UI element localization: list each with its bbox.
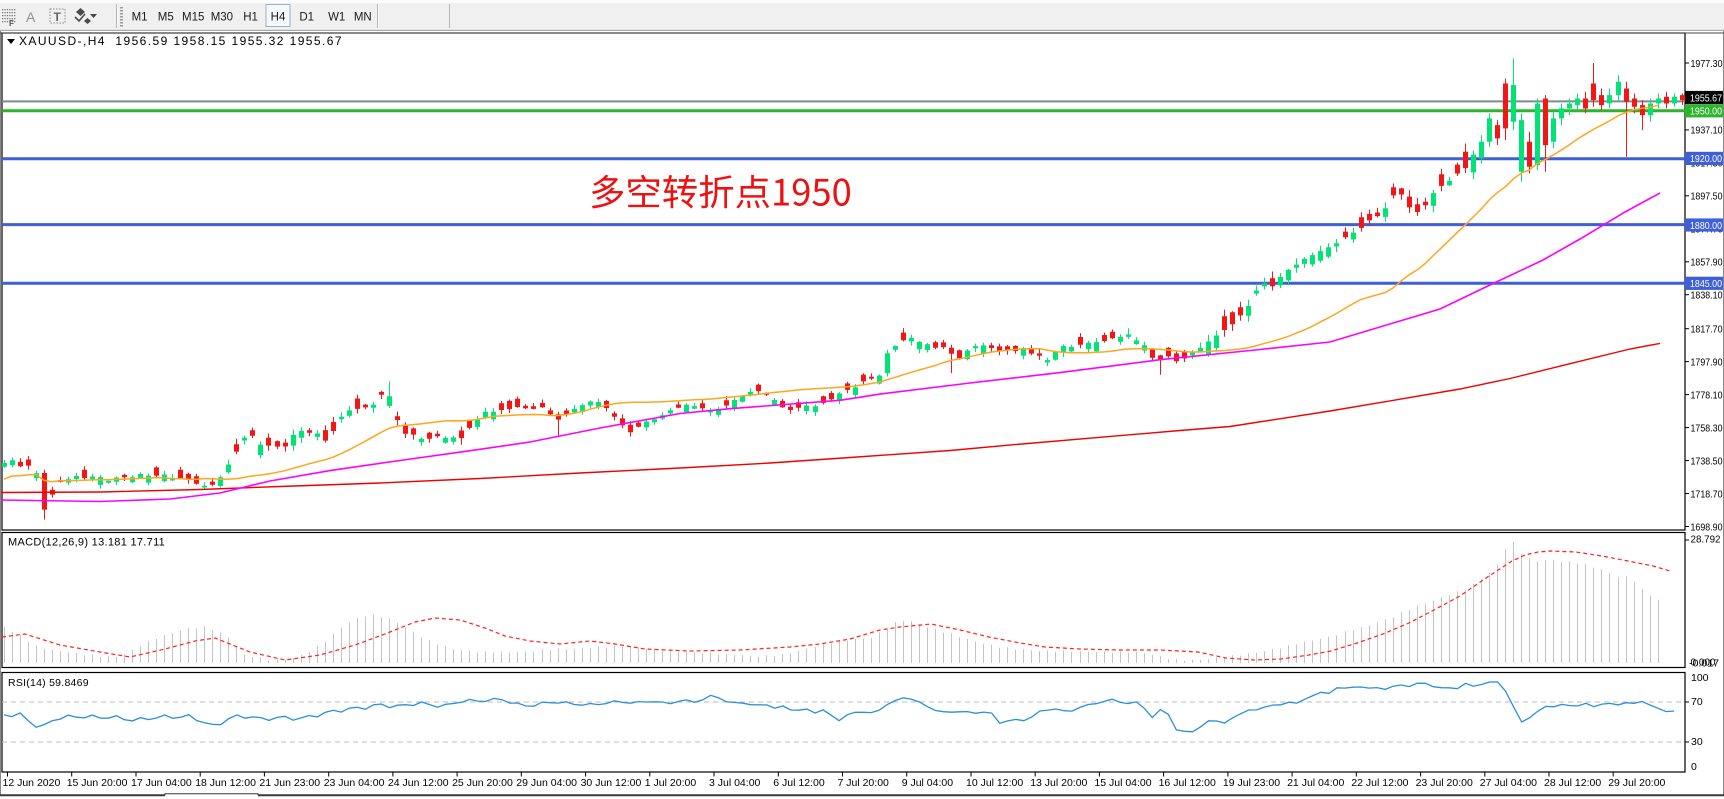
svg-text:1778.10: 1778.10 bbox=[1691, 389, 1723, 401]
svg-text:7 Jul 20:00: 7 Jul 20:00 bbox=[838, 777, 890, 789]
svg-text:1838.10: 1838.10 bbox=[1691, 290, 1723, 302]
svg-text:M5: M5 bbox=[158, 12, 174, 24]
svg-text:9 Jul 04:00: 9 Jul 04:00 bbox=[902, 777, 954, 789]
svg-text:13 Jul 20:00: 13 Jul 20:00 bbox=[1030, 777, 1087, 789]
svg-text:H1: H1 bbox=[243, 12, 258, 24]
svg-text:1955.67: 1955.67 bbox=[1690, 92, 1722, 104]
svg-text:A: A bbox=[26, 9, 36, 25]
svg-text:23 Jun 04:00: 23 Jun 04:00 bbox=[324, 777, 385, 789]
svg-text:D1: D1 bbox=[299, 12, 314, 24]
svg-text:W1: W1 bbox=[328, 12, 345, 24]
svg-text:19 Jul 23:00: 19 Jul 23:00 bbox=[1223, 777, 1280, 789]
svg-text:XAUUSD-,H4 1956.59 1958.15 19: XAUUSD-,H4 1956.59 1958.15 1955.32 1955.… bbox=[19, 34, 343, 48]
svg-text:1718.70: 1718.70 bbox=[1691, 488, 1723, 500]
svg-text:1698.90: 1698.90 bbox=[1691, 521, 1723, 533]
svg-text:27 Jul 04:00: 27 Jul 04:00 bbox=[1480, 777, 1537, 789]
svg-text:30: 30 bbox=[1691, 736, 1703, 748]
svg-text:1937.10: 1937.10 bbox=[1691, 125, 1723, 137]
svg-text:0: 0 bbox=[1691, 761, 1697, 773]
svg-text:M1: M1 bbox=[132, 12, 148, 24]
svg-text:T: T bbox=[54, 10, 62, 24]
svg-text:0.000: 0.000 bbox=[1691, 657, 1716, 669]
svg-text:22 Jul 12:00: 22 Jul 12:00 bbox=[1351, 777, 1408, 789]
svg-text:100: 100 bbox=[1691, 672, 1709, 684]
svg-text:16 Jul 12:00: 16 Jul 12:00 bbox=[1159, 777, 1216, 789]
svg-text:1897.50: 1897.50 bbox=[1691, 191, 1723, 203]
svg-text:1977.30: 1977.30 bbox=[1691, 58, 1723, 70]
svg-text:28 Jul 12:00: 28 Jul 12:00 bbox=[1544, 777, 1601, 789]
svg-text:1 Jul 20:00: 1 Jul 20:00 bbox=[645, 777, 697, 789]
svg-text:12 Jun 2020: 12 Jun 2020 bbox=[3, 777, 61, 789]
svg-text:17 Jun 04:00: 17 Jun 04:00 bbox=[131, 777, 192, 789]
svg-text:1950.00: 1950.00 bbox=[1690, 106, 1722, 118]
svg-text:MN: MN bbox=[354, 12, 372, 24]
svg-text:1857.90: 1857.90 bbox=[1691, 257, 1723, 269]
svg-text:1758.30: 1758.30 bbox=[1691, 422, 1723, 434]
svg-text:1920.00: 1920.00 bbox=[1690, 153, 1722, 165]
svg-text:M15: M15 bbox=[182, 12, 204, 24]
svg-text:15 Jun 20:00: 15 Jun 20:00 bbox=[67, 777, 128, 789]
svg-text:28.792: 28.792 bbox=[1691, 534, 1721, 546]
svg-text:1797.90: 1797.90 bbox=[1691, 356, 1723, 368]
svg-text:15 Jul 04:00: 15 Jul 04:00 bbox=[1094, 777, 1151, 789]
svg-text:29 Jun 04:00: 29 Jun 04:00 bbox=[516, 777, 577, 789]
svg-text:1845.00: 1845.00 bbox=[1690, 278, 1722, 290]
svg-text:M30: M30 bbox=[211, 12, 233, 24]
svg-text:6 Jul 12:00: 6 Jul 12:00 bbox=[773, 777, 825, 789]
svg-text:24 Jun 12:00: 24 Jun 12:00 bbox=[388, 777, 449, 789]
svg-text:H4: H4 bbox=[271, 12, 286, 24]
svg-text:30 Jun 12:00: 30 Jun 12:00 bbox=[581, 777, 642, 789]
svg-text:RSI(14) 59.8469: RSI(14) 59.8469 bbox=[8, 677, 89, 689]
svg-text:21 Jul 04:00: 21 Jul 04:00 bbox=[1287, 777, 1344, 789]
svg-text:1817.70: 1817.70 bbox=[1691, 324, 1723, 336]
svg-text:18 Jun 12:00: 18 Jun 12:00 bbox=[195, 777, 256, 789]
svg-text:29 Jul 20:00: 29 Jul 20:00 bbox=[1608, 777, 1665, 789]
svg-text:-0.017: -0.017 bbox=[1689, 658, 1719, 670]
svg-text:3 Jul 04:00: 3 Jul 04:00 bbox=[709, 777, 761, 789]
svg-text:10 Jul 12:00: 10 Jul 12:00 bbox=[966, 777, 1023, 789]
svg-text:70: 70 bbox=[1691, 696, 1703, 708]
svg-text:23 Jul 20:00: 23 Jul 20:00 bbox=[1416, 777, 1473, 789]
svg-text:1880.00: 1880.00 bbox=[1690, 220, 1722, 232]
svg-text:21 Jun 23:00: 21 Jun 23:00 bbox=[259, 777, 320, 789]
svg-text:F: F bbox=[9, 19, 14, 28]
svg-text:1738.50: 1738.50 bbox=[1691, 455, 1723, 467]
svg-text:MACD(12,26,9) 13.181 17.711: MACD(12,26,9) 13.181 17.711 bbox=[8, 537, 165, 549]
svg-text:25 Jun 20:00: 25 Jun 20:00 bbox=[452, 777, 513, 789]
